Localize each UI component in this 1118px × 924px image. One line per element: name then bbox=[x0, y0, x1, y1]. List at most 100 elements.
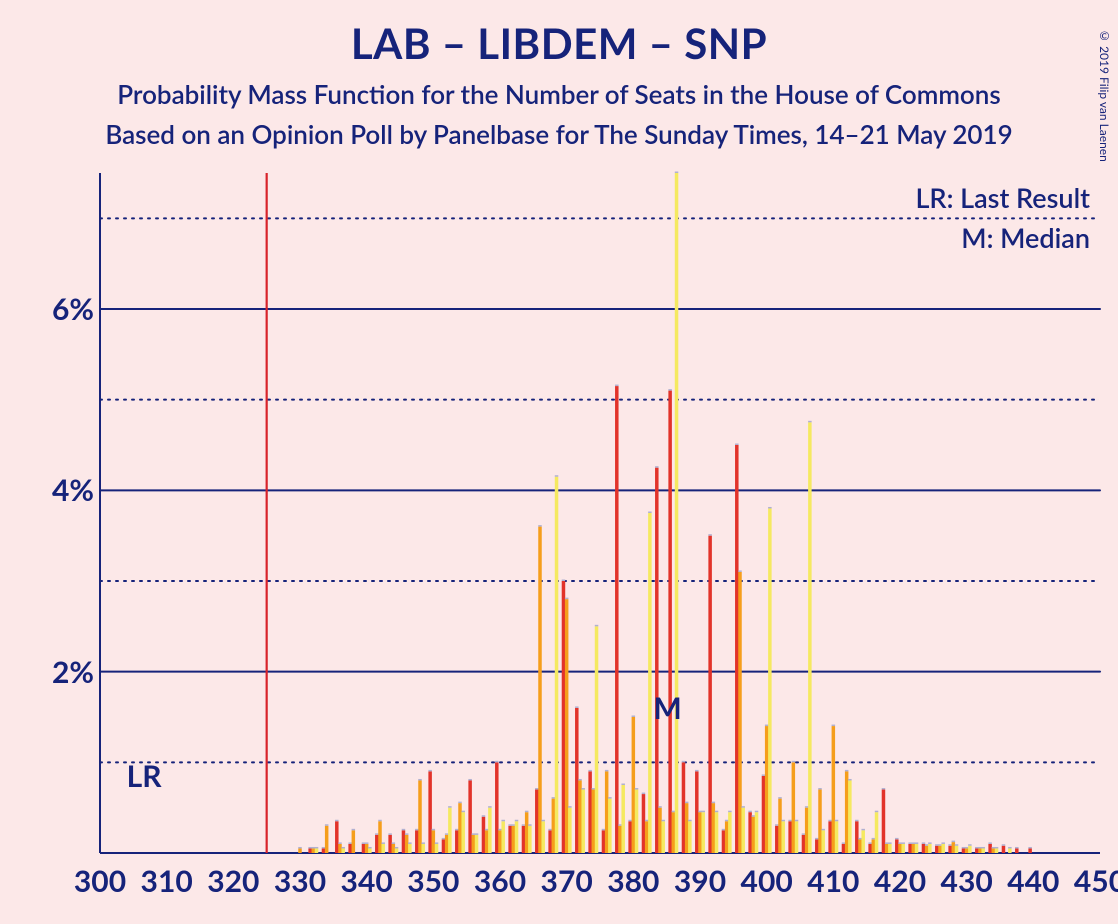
bar bbox=[988, 844, 992, 853]
bar-tip bbox=[868, 842, 872, 844]
bar bbox=[778, 799, 782, 853]
bar bbox=[632, 717, 636, 853]
bar bbox=[828, 821, 832, 853]
bar bbox=[588, 771, 592, 853]
bar bbox=[541, 821, 545, 853]
bar bbox=[725, 821, 729, 853]
bar-tip bbox=[632, 716, 636, 718]
bar bbox=[815, 839, 819, 853]
bar-tip bbox=[415, 829, 419, 831]
bar bbox=[805, 808, 809, 853]
bar bbox=[1015, 848, 1019, 853]
bar-tip bbox=[752, 815, 756, 817]
bar bbox=[435, 844, 439, 853]
bar-tip bbox=[992, 847, 996, 849]
bar-tip bbox=[908, 842, 912, 844]
bar-tip bbox=[1015, 847, 1019, 849]
bar bbox=[938, 846, 942, 853]
bar bbox=[738, 572, 742, 853]
bar-tip bbox=[915, 842, 919, 844]
bar bbox=[448, 808, 452, 853]
bar-tip bbox=[808, 421, 812, 423]
bar bbox=[868, 844, 872, 853]
last-result-marker-label: LR bbox=[127, 758, 162, 794]
bar bbox=[712, 803, 716, 853]
bar-tip bbox=[388, 833, 392, 835]
bar bbox=[685, 803, 689, 853]
bar bbox=[795, 821, 799, 853]
bar-tip bbox=[335, 820, 339, 822]
bar bbox=[408, 844, 412, 853]
bar-tip bbox=[781, 820, 785, 822]
bar-tip bbox=[675, 172, 679, 174]
bar-tip bbox=[482, 815, 486, 817]
bar-tip bbox=[842, 842, 846, 844]
bar-tip bbox=[642, 793, 646, 795]
bar-tip bbox=[581, 788, 585, 790]
bar-tip bbox=[435, 842, 439, 844]
bar bbox=[962, 848, 966, 853]
bar bbox=[915, 844, 919, 853]
bar bbox=[875, 812, 879, 853]
bar bbox=[855, 821, 859, 853]
x-tick-label: 330 bbox=[274, 863, 326, 899]
bar-tip bbox=[628, 820, 632, 822]
bar bbox=[858, 839, 862, 853]
bar-tip bbox=[448, 806, 452, 808]
bar-tip bbox=[402, 829, 406, 831]
bar-tip bbox=[648, 512, 652, 514]
bar-tip bbox=[725, 820, 729, 822]
bar bbox=[668, 391, 672, 853]
bar bbox=[885, 844, 889, 853]
bar bbox=[848, 780, 852, 853]
bar bbox=[642, 794, 646, 853]
legend-median: M: Median bbox=[961, 221, 1090, 254]
bar-tip bbox=[325, 824, 329, 826]
bar-tip bbox=[378, 820, 382, 822]
bar-tip bbox=[738, 570, 742, 572]
bar-tip bbox=[895, 838, 899, 840]
bar-tip bbox=[832, 725, 836, 727]
bar-tip bbox=[968, 844, 972, 846]
bar-tip bbox=[741, 806, 745, 808]
bar bbox=[525, 812, 529, 853]
bar bbox=[445, 835, 449, 853]
chart-subtitle-2: Based on an Opinion Poll by Panelbase fo… bbox=[0, 118, 1118, 150]
bar-tip bbox=[472, 833, 476, 835]
bar-tip bbox=[802, 833, 806, 835]
bar bbox=[688, 821, 692, 853]
bar-tip bbox=[722, 829, 726, 831]
bar-tip bbox=[588, 770, 592, 772]
bar bbox=[818, 790, 822, 853]
bar-tip bbox=[621, 784, 625, 786]
bar bbox=[928, 844, 932, 853]
bar-tip bbox=[445, 833, 449, 835]
bar-tip bbox=[925, 844, 929, 846]
bar-tip bbox=[515, 820, 519, 822]
bar-tip bbox=[381, 842, 385, 844]
bar-tip bbox=[858, 838, 862, 840]
copyright-text: © 2019 Filip van Laenen bbox=[1097, 28, 1112, 162]
bar bbox=[495, 762, 499, 853]
x-tick-label: 350 bbox=[407, 863, 459, 899]
bar-tip bbox=[882, 788, 886, 790]
chart-subtitle-1: Probability Mass Function for the Number… bbox=[0, 78, 1118, 110]
x-tick-label: 340 bbox=[341, 863, 393, 899]
bar-tip bbox=[568, 806, 572, 808]
bar-tip bbox=[298, 847, 302, 849]
x-tick-label: 410 bbox=[807, 863, 859, 899]
bar bbox=[395, 848, 399, 853]
bar-tip bbox=[375, 833, 379, 835]
bar bbox=[381, 844, 385, 853]
bar-tip bbox=[688, 820, 692, 822]
bar bbox=[728, 812, 732, 853]
bar bbox=[722, 830, 726, 853]
bar-tip bbox=[508, 824, 512, 826]
bar bbox=[872, 839, 876, 853]
bar-tip bbox=[418, 779, 422, 781]
bar-tip bbox=[672, 811, 676, 813]
bar bbox=[995, 848, 999, 853]
bar bbox=[482, 817, 486, 853]
bar bbox=[488, 808, 492, 853]
bar bbox=[925, 846, 929, 853]
